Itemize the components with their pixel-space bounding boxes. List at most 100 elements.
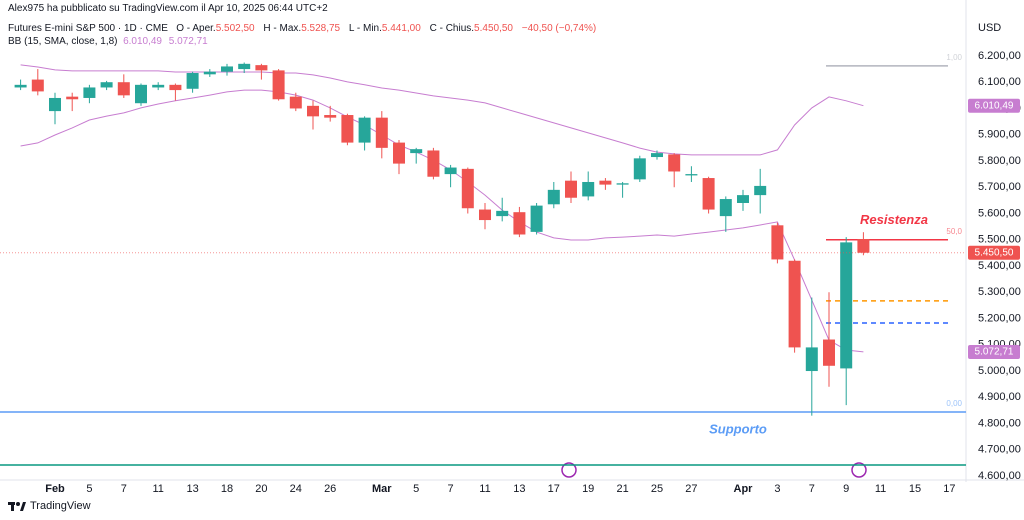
- level-label: 0,00: [946, 399, 962, 408]
- candle-body: [547, 189, 560, 205]
- candle-body: [358, 117, 371, 143]
- y-tick-label: 5.000,00: [978, 365, 1021, 377]
- band-line: [20, 89, 864, 353]
- candle-body: [599, 180, 612, 185]
- candle-body: [83, 87, 96, 98]
- price-tag-label: 5.072,71: [975, 347, 1014, 358]
- x-tick-label: 19: [582, 483, 594, 495]
- y-tick-label: 5.700,00: [978, 181, 1021, 193]
- ohlc-key: O - Aper.: [176, 23, 216, 34]
- y-tick-label: 5.300,00: [978, 286, 1021, 298]
- x-tick-label: 11: [152, 483, 163, 495]
- x-tick-label: 13: [186, 483, 198, 495]
- y-tick-label: 5.500,00: [978, 234, 1021, 246]
- candle-body: [840, 242, 853, 369]
- candle-body: [479, 209, 491, 221]
- legend-row: Futures E-mini S&P 500 · 1D · CME O - Ap…: [8, 22, 602, 35]
- candle-body: [805, 347, 818, 372]
- x-tick-label: 7: [121, 483, 127, 495]
- candle-body: [410, 149, 423, 154]
- candle-body: [513, 212, 526, 235]
- x-tick-label: 5: [86, 483, 92, 495]
- level-annotation: Resistenza: [860, 212, 928, 227]
- y-tick-label: 6.200,00: [978, 50, 1021, 62]
- x-tick-label: 11: [875, 483, 886, 495]
- indicator-row: BB (15, SMA, close, 1,8) 6.010,49 5.072,…: [8, 35, 602, 48]
- indicator-value: 5.072,71: [168, 36, 208, 47]
- price-tag: [968, 98, 1020, 113]
- x-tick-label: 7: [809, 483, 815, 495]
- candle-body: [788, 260, 801, 348]
- price-tag: [968, 245, 1020, 260]
- candle-body: [307, 105, 319, 117]
- candle-body: [668, 154, 681, 172]
- indicator-value: 6.010,49: [123, 36, 162, 47]
- candle-body: [31, 79, 44, 92]
- candle-body: [754, 185, 767, 196]
- candle-body: [823, 339, 835, 366]
- candle-body: [737, 195, 749, 203]
- candle-body: [324, 115, 337, 118]
- candle-body: [444, 167, 457, 175]
- price-tag: [968, 344, 1020, 359]
- y-tick-label: 5.400,00: [978, 260, 1021, 272]
- x-tick-label: 9: [843, 483, 849, 495]
- x-tick-label: 25: [651, 483, 663, 495]
- y-tick-label: 5.800,00: [978, 155, 1021, 167]
- ohlc-value: 5.450,50: [474, 23, 513, 34]
- candle-body: [272, 70, 285, 100]
- x-tick-label: 13: [513, 483, 525, 495]
- indicator-name: BB (15, SMA, close, 1,8): [8, 36, 118, 47]
- x-tick-label: Apr: [734, 483, 754, 495]
- event-icon[interactable]: [561, 462, 577, 478]
- candle-body: [221, 66, 233, 72]
- ohlc-value: 5.528,75: [301, 23, 341, 34]
- x-tick-label: Mar: [372, 483, 392, 495]
- currency: USD: [978, 22, 1001, 34]
- candle-body: [375, 117, 388, 148]
- candle-body: [719, 199, 732, 217]
- x-tick-label: 5: [413, 483, 419, 495]
- candle-body: [341, 115, 354, 143]
- y-tick-label: 4.900,00: [978, 391, 1021, 403]
- price-tag-label: 6.010,49: [975, 100, 1014, 111]
- change: −40,50 (−0,74%): [521, 23, 597, 34]
- candle-body: [152, 84, 165, 88]
- level-label: 1,00: [946, 53, 962, 62]
- candle-body: [66, 96, 79, 100]
- candle-body: [186, 73, 199, 89]
- candle-body: [427, 150, 440, 177]
- x-tick-label: 15: [909, 483, 921, 495]
- candle-body: [117, 82, 130, 96]
- candle-body: [702, 178, 715, 210]
- candle-body: [461, 168, 474, 209]
- y-tick-label: 6.100,00: [978, 76, 1021, 88]
- x-tick-label: 24: [290, 483, 302, 495]
- event-icon[interactable]: [851, 462, 867, 478]
- candle-body: [135, 84, 147, 104]
- x-tick-label: 27: [685, 483, 697, 495]
- candle-body: [616, 183, 629, 185]
- x-tick-label: 21: [616, 483, 628, 495]
- x-tick-label: 3: [774, 483, 780, 495]
- logo: [8, 502, 26, 511]
- y-tick-label: 4.700,00: [978, 444, 1021, 456]
- candle-body: [530, 205, 543, 232]
- published-note: Alex975 ha pubblicato su TradingView.com…: [8, 3, 328, 14]
- candle-body: [651, 153, 663, 158]
- ohlc-key: C - Chius.: [429, 23, 475, 34]
- x-tick-label: 18: [221, 483, 233, 495]
- level-annotation: Supporto: [709, 421, 767, 436]
- y-tick-label: 5.200,00: [978, 312, 1021, 324]
- ohlc-key: H - Max.: [263, 23, 302, 34]
- candle-body: [565, 180, 577, 198]
- candle-body: [685, 174, 698, 176]
- candle-body: [771, 225, 784, 260]
- candle-body: [633, 158, 646, 180]
- x-tick-label: 17: [548, 483, 560, 495]
- y-tick-label: 4.600,00: [978, 470, 1021, 482]
- candle-body: [393, 142, 405, 164]
- y-tick-label: 5.600,00: [978, 207, 1021, 219]
- y-tick-label: 5.900,00: [978, 129, 1021, 141]
